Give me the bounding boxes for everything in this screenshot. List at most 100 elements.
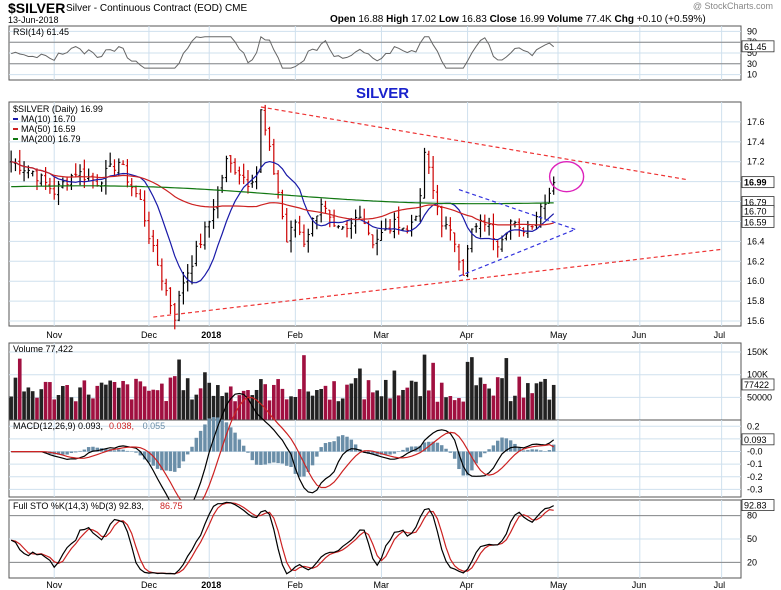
- value-tag: 16.59: [744, 217, 767, 227]
- sto-k-line: [10, 501, 554, 575]
- macd-histogram-bar: [246, 451, 250, 453]
- volume-bar: [13, 377, 18, 420]
- macd-histogram-bar: [474, 451, 478, 464]
- y-tick-label: 0.2: [747, 421, 760, 431]
- x-tick-label: Jun: [632, 330, 647, 340]
- ma50-line: [11, 161, 554, 226]
- low-label: Low: [438, 14, 459, 25]
- volume-bar: [388, 398, 392, 420]
- volume-bar: [530, 393, 534, 420]
- volume-bar: [439, 382, 444, 420]
- volume-bar: [409, 380, 414, 420]
- macd-histogram-bar: [530, 449, 534, 452]
- volume-bar: [482, 383, 487, 420]
- volume-bar: [315, 390, 319, 420]
- volume-bar: [289, 396, 293, 420]
- volume-bar: [207, 382, 212, 420]
- macd-histogram-bar: [340, 435, 345, 452]
- macd-histogram-bar: [336, 436, 341, 452]
- volume-bar: [306, 391, 311, 420]
- value-tag-box: [741, 216, 775, 228]
- silver-annotation: SILVER: [356, 85, 409, 102]
- volume-value: 77.4K: [585, 14, 612, 25]
- macd-histogram-bar: [61, 451, 65, 455]
- volume-bar: [228, 386, 233, 420]
- volume-bar: [65, 385, 69, 420]
- volume-bar: [362, 399, 367, 420]
- macd-histogram-bar: [526, 450, 530, 452]
- macd-histogram-bar: [259, 451, 263, 465]
- macd-histogram-bar: [69, 451, 74, 453]
- volume-bar: [104, 384, 108, 420]
- macd-histogram-bar: [401, 449, 405, 452]
- macd-histogram-bar: [539, 450, 543, 452]
- volume-bar: [237, 395, 242, 420]
- macd-histogram-bar: [181, 451, 186, 462]
- macd-histogram-bar: [418, 445, 422, 452]
- volume-bar: [246, 390, 250, 420]
- y-tick-label: 17.2: [747, 157, 765, 167]
- macd-histogram-bar: [241, 445, 246, 452]
- volume-bar: [267, 400, 272, 420]
- macd-histogram-bar: [65, 451, 69, 455]
- volume-bar: [254, 389, 259, 420]
- volume-bar: [495, 377, 500, 420]
- x-tick-label: Mar: [373, 330, 389, 340]
- high-label: High: [386, 14, 409, 25]
- volume-bar: [470, 357, 474, 420]
- volume-bar: [69, 397, 74, 420]
- volume-bar: [310, 395, 315, 420]
- volume-bar: [259, 379, 263, 420]
- x-tick-label: May: [550, 330, 568, 340]
- macd-histogram-bar: [435, 442, 440, 452]
- value-tag-box: [741, 176, 775, 189]
- volume-bar: [349, 383, 354, 420]
- volume-bar: [448, 396, 453, 420]
- volume-bar: [371, 392, 375, 420]
- rsi-line: [11, 35, 555, 69]
- volume-bar: [78, 387, 82, 420]
- macd-histogram-bar: [267, 451, 272, 464]
- x-tick-label-bottom: 2018: [201, 580, 221, 590]
- volume-bar: [392, 370, 397, 420]
- sto-panel: 80 50 20 Full STO %K(14,3) %D(3) 92.83, 86.…: [8, 499, 775, 579]
- volume-bar: [293, 396, 298, 420]
- macd-histogram-bar: [142, 451, 147, 460]
- macd-histogram-bar: [216, 417, 220, 452]
- x-tick-label: Jul: [714, 330, 726, 340]
- x-tick-label: 2018: [201, 330, 221, 340]
- macd-title-part: 0.038,: [109, 421, 134, 431]
- y-tick-label: 16.0: [747, 276, 765, 286]
- value-tag: 16.79: [744, 198, 767, 208]
- volume-bar: [95, 385, 100, 420]
- macd-histogram-bar: [470, 451, 474, 471]
- volume-bar: [203, 372, 207, 420]
- macd-title-part: MACD(12,26,9) 0.093,: [13, 421, 103, 431]
- macd-histogram-bar: [440, 445, 444, 452]
- macd-histogram-bar: [190, 446, 194, 452]
- macd-histogram-bar: [457, 451, 461, 470]
- volume-bar: [108, 380, 112, 420]
- trendline: [260, 106, 688, 181]
- macd-histogram-bar: [319, 447, 323, 452]
- trendline: [153, 248, 722, 318]
- volume-bar: [125, 384, 130, 420]
- volume-bar: [513, 395, 517, 420]
- volume-bar: [284, 399, 289, 420]
- y-tick-label: 15.8: [747, 296, 765, 306]
- y-tick-label: -0.1: [747, 459, 763, 469]
- volume-bar: [233, 401, 237, 420]
- y-tick-label: 50000: [747, 392, 772, 402]
- macd-histogram-bar: [211, 417, 216, 452]
- volume-bar: [216, 385, 220, 420]
- y-tick-label: 150K: [747, 347, 768, 357]
- volume-bar: [185, 378, 190, 420]
- volume-bar: [319, 388, 323, 420]
- macd-histogram-bar: [229, 427, 233, 452]
- volume-bar: [353, 378, 358, 420]
- y-tick-label: 50: [747, 48, 757, 58]
- macd-histogram-bar: [82, 449, 87, 452]
- volume-bar: [508, 401, 513, 420]
- volume-bar: [478, 377, 483, 420]
